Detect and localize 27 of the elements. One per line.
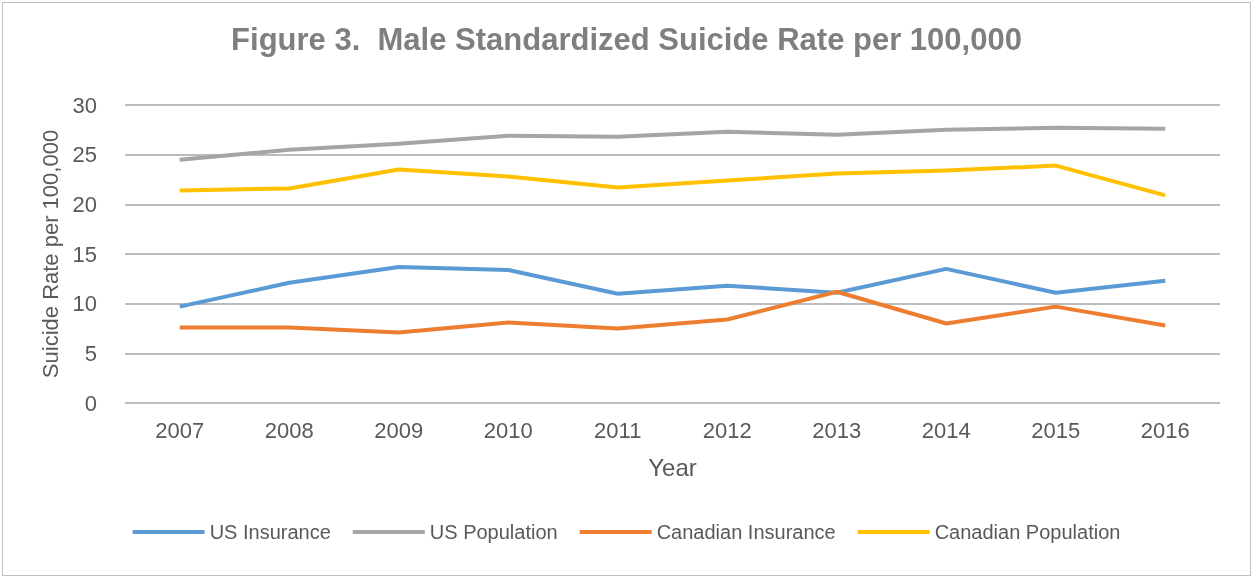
y-tick-label: 20 <box>72 191 97 217</box>
legend-label: Canadian Insurance <box>656 521 836 543</box>
x-tick-label: 2015 <box>1031 417 1081 443</box>
y-tick-label: 10 <box>72 291 97 317</box>
y-tick-label: 25 <box>72 142 97 168</box>
y-axis-title: Suicide Rate per 100,000 <box>38 129 64 379</box>
x-tick-label: 2010 <box>483 417 533 443</box>
x-tick-label: 2007 <box>155 417 205 443</box>
legend-label: Canadian Population <box>934 521 1121 543</box>
x-tick-label: 2009 <box>374 417 424 443</box>
chart-title: Figure 3. Male Standardized Suicide Rate per 100,000 <box>231 22 1022 57</box>
x-tick-label: 2014 <box>921 417 971 443</box>
x-axis-title: Year <box>648 453 697 481</box>
y-tick-label: 5 <box>84 340 97 366</box>
x-tick-label: 2011 <box>594 417 642 443</box>
y-tick-label: 30 <box>72 92 97 118</box>
x-tick-label: 2012 <box>702 417 752 443</box>
line-series <box>177 289 1168 335</box>
line-series <box>177 264 1168 309</box>
legend-label: US Population <box>429 521 558 543</box>
x-tick-label: 2016 <box>1140 417 1190 443</box>
x-tick-label: 2013 <box>812 417 862 443</box>
y-tick-label: 0 <box>84 390 97 416</box>
x-tick-label: 2008 <box>264 417 314 443</box>
line-series <box>177 163 1168 198</box>
y-tick-label: 15 <box>72 241 97 267</box>
legend-label: US Insurance <box>209 521 331 543</box>
